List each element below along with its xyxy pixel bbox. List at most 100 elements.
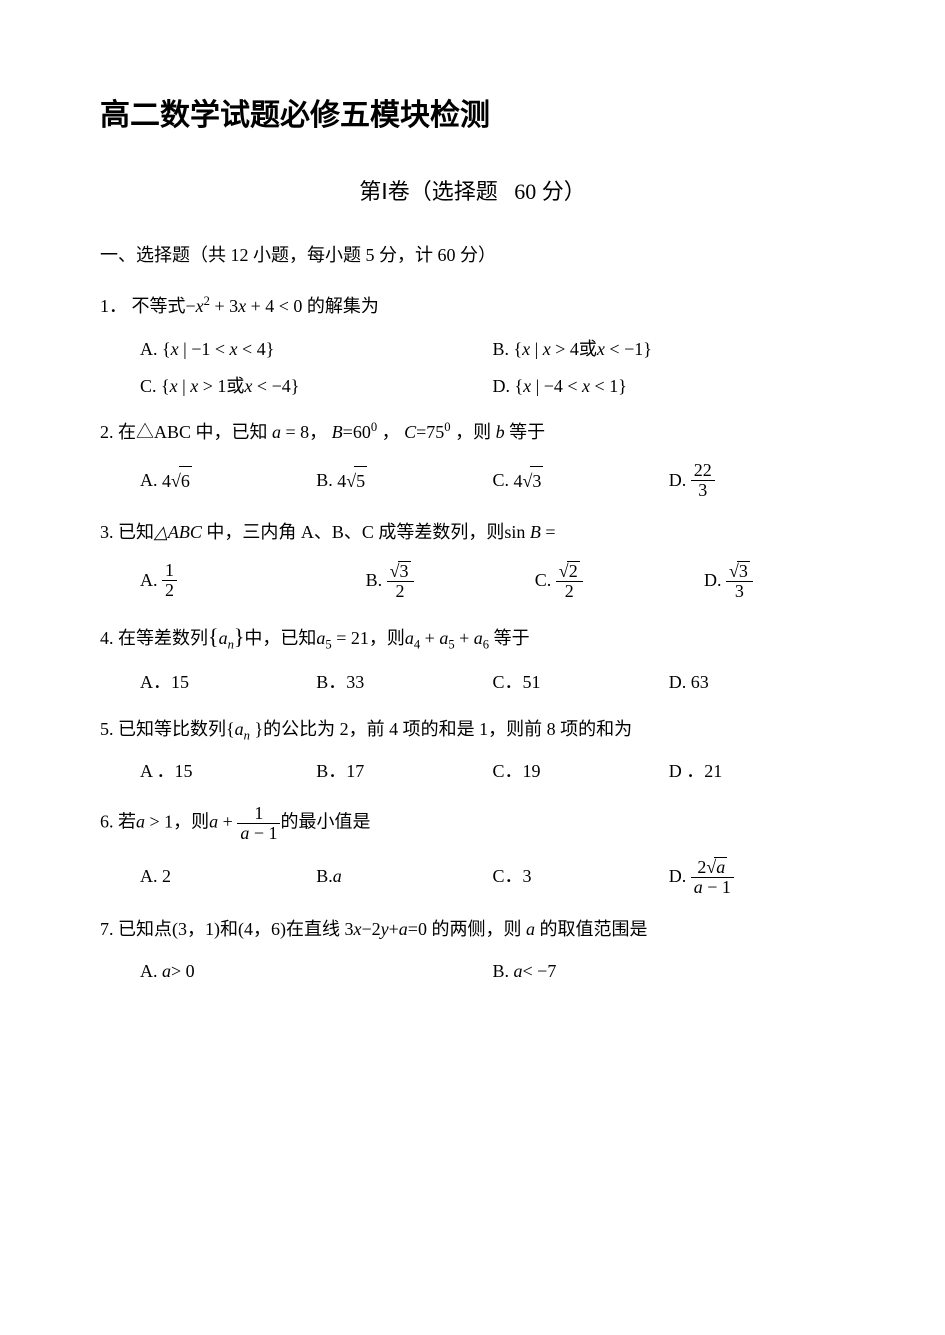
q3B-d: 2 [387,582,414,601]
q1B-p1: > 4或 [551,339,597,359]
q1D-m: | −4 < [531,376,582,396]
q5-optA: A ．15 [140,757,316,786]
q2-stem: 2. 在△ABC 中，已知 a = 8， B=600 ， C=750 ，则 b … [100,418,845,447]
q6-optC: C．3 [493,862,669,891]
q1C-p1: > 1或 [198,376,244,396]
q3B-r: 3 [398,561,411,581]
q2-c2: ，则 [451,422,492,442]
q6-opts: A. 2 B. a C．3 D. 2√aa − 1 [140,857,845,897]
q4-optA: A．15 [140,668,316,697]
q2-optD: D. 223 [669,461,845,500]
q7A-gt: > 0 [171,957,195,986]
q6-optA: A. 2 [140,862,316,891]
q7-stem: 7. 已知点(3，1)和(4，6)在直线 3x−2y+a=0 的两侧，则 a 的… [100,915,845,944]
q1C-p: { [161,376,170,396]
q1C-x: x [170,376,178,396]
q1-x: x [196,296,204,316]
q5-a: a [235,719,244,739]
q3A-l: A. [140,566,158,595]
q3D-l: D. [704,566,722,595]
q2A-rad: 6 [179,466,192,496]
q1D-label: D. [493,372,511,401]
q3-opts: A. 12 B. √32 C. √22 D. √33 [140,561,845,601]
q1-optA: A. {x | −1 < x < 4} [140,335,493,364]
q7B-lt: < −7 [523,957,557,986]
q5-num: 5. [100,719,114,739]
q5-optB: B．17 [316,757,492,786]
q2-75: =75 [416,422,444,442]
q3-optC: C. √22 [535,561,704,601]
q6-optB: B. a [316,862,492,891]
q2-b: b [496,422,505,442]
q3-B: B [530,522,541,542]
q2-optC: C. 4√3 [493,466,669,496]
q3-mid: 中，三内角 A、B、C 成等差数列，则 [202,522,505,542]
q1-row2: C. {x | x > 1或x < −4} D. {x | −4 < x < 1… [140,372,845,401]
q7-sp: 的两侧，则 [427,919,526,939]
q2-post: 等于 [505,422,546,442]
question-3: 3. 已知△ABC 中，三内角 A、B、C 成等差数列，则sin B = A. … [100,518,845,601]
q5-pre: 已知等比数列{ [118,719,235,739]
q1A-label: A. [140,335,158,364]
page-title: 高二数学试题必修五模块检测 [100,90,845,134]
q3C-d: 2 [556,582,583,601]
q2-num: 2. [100,422,114,442]
q3A-n: 1 [162,561,177,581]
q6D-dm: − 1 [703,877,731,897]
q7-a: a [399,919,408,939]
q4-optD: D. 63 [669,668,845,697]
q5-optD: D ．21 [669,757,845,786]
q2A4: 4 [162,471,171,491]
q2B-rad: 5 [354,466,367,496]
q6D-da: a [694,877,703,897]
exam-page: 高二数学试题必修五模块检测 第Ⅰ卷（选择题 60 分） 一、选择题（共 12 小… [0,0,945,1335]
q3-eq: = [541,522,556,542]
question-4: 4. 在等差数列{an}中，已知a5 = 21，则a4 + a5 + a6 等于… [100,619,845,697]
q1D-po: < 1} [590,376,627,396]
q2-C: C [404,422,416,442]
q4-a5b: a [439,628,448,648]
q1B-label: B. [493,335,510,364]
q4-a: a [219,628,228,648]
q1A-m: | −1 < [179,339,230,359]
q1-post: 的解集为 [302,296,379,316]
q6D-2: 2 [697,857,706,877]
q1D-p: { [515,376,524,396]
q2-pre: 在△ABC 中，已知 [118,422,268,442]
q1-pre: 不等式 [132,296,186,316]
q3-tri: △ABC [154,522,202,542]
q6-a2: a [209,812,218,832]
q4-21: = 21 [332,628,369,648]
q1-optD: D. {x | −4 < x < 1} [493,372,846,401]
q7-p2: 的取值范围是 [535,919,648,939]
q7-pre: 已知点(3，1)和(4，6)在直线 3 [118,919,353,939]
q4-mid: 中，已知 [244,628,316,648]
q7-num: 7. [100,919,114,939]
q6-n1: 1 [237,804,280,824]
q1B-p: { [514,339,523,359]
q4-post: 等于 [489,628,530,648]
q1-stem: 1． 不等式−x2 + 3x + 4 < 0 的解集为 [100,292,845,321]
q3C-l: C. [535,566,552,595]
q4-opts: A．15 B．33 C．51 D. 63 [140,668,845,697]
q1-row1: A. {x | −1 < x < 4} B. {x | x > 4或x < −1… [140,335,845,364]
q6D-l: D. [669,862,687,891]
q1-optC: C. {x | x > 1或x < −4} [140,372,493,401]
q1D-x: x [523,376,531,396]
q7B-l: B. [493,957,510,986]
question-7: 7. 已知点(3，1)和(4，6)在直线 3x−2y+a=0 的两侧，则 a 的… [100,915,845,987]
q6-pre: 若 [118,812,136,832]
q6B-l: B. [316,862,333,891]
q1B-p2: < −1} [605,339,652,359]
q2C4: 4 [514,471,523,491]
q4-cm: ，则 [369,628,405,648]
subtitle-prefix: 第Ⅰ卷（选择题 [359,179,498,204]
q3-num: 3. [100,522,114,542]
q7-m2: −2 [361,919,380,939]
q2-opts: A. 4√6 B. 4√5 C. 4√3 D. 223 [140,461,845,500]
q2-eq8: = 8， [281,422,327,442]
q4-optB: B．33 [316,668,492,697]
q7B-a: a [514,957,523,986]
q7-pa: + [389,919,399,939]
q3-optB: B. √32 [366,561,535,601]
